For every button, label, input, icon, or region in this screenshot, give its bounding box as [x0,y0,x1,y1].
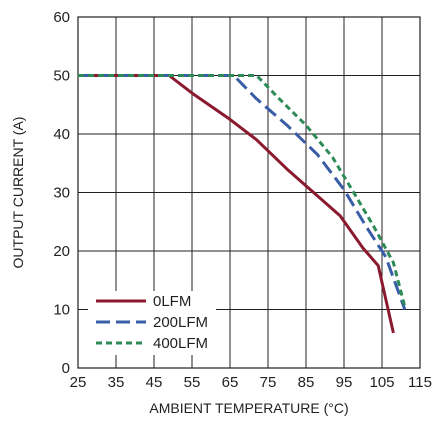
y-tick-label: 20 [53,243,70,260]
x-tick-label: 115 [408,374,432,391]
y-tick-label: 10 [53,302,70,319]
x-tick-labels: 25 35 45 55 65 75 85 95 105 115 [70,374,432,391]
x-tick-label: 95 [336,374,353,391]
y-tick-label: 40 [53,126,70,143]
x-tick-label: 55 [184,374,201,391]
legend-label: 400LFM [153,335,208,352]
series-layer [78,74,407,334]
plot-frame [77,16,421,369]
y-tick-label: 30 [53,185,70,202]
x-tick-label: 65 [222,374,239,391]
y-axis-title: OUTPUT CURRENT (A) [10,117,26,269]
y-tick-label: 60 [53,9,70,26]
x-tick-label: 35 [108,374,125,391]
legend-label: 0LFM [153,293,191,310]
series-line-400lfm [78,74,407,307]
y-tick-labels: 0 10 20 30 40 50 60 [53,9,70,377]
series-line-200lfm [78,74,407,311]
x-axis-title: AMBIENT TEMPERATURE (°C) [149,400,348,416]
y-tick-label: 0 [62,360,70,377]
x-tick-label: 85 [298,374,315,391]
y-tick-label: 50 [53,68,70,85]
x-tick-label: 75 [260,374,277,391]
series-line-0lfm [78,74,395,334]
x-tick-label: 25 [70,374,87,391]
x-tick-label: 105 [369,374,394,391]
x-tick-label: 45 [146,374,163,391]
legend-label: 200LFM [153,314,208,331]
legend: 0LFM 200LFM 400LFM [88,291,216,355]
